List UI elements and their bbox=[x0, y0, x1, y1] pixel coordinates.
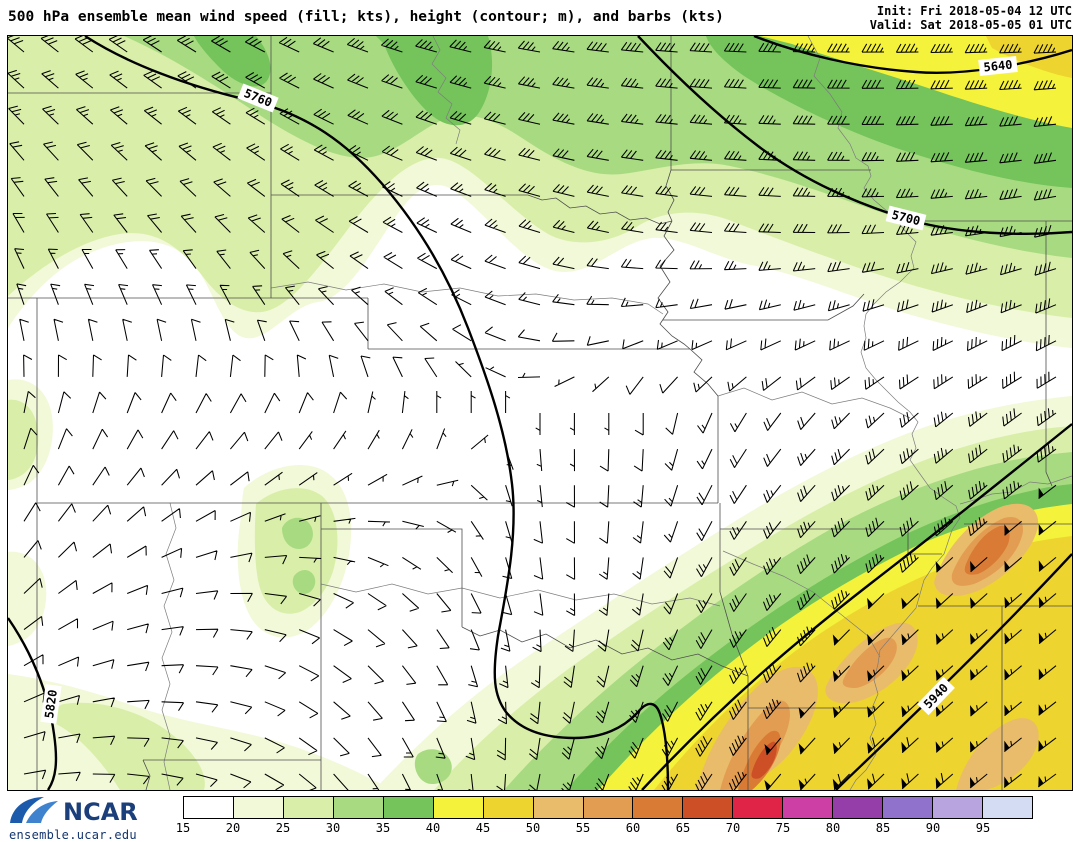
colorbar-segment bbox=[283, 797, 334, 818]
colorbar-segment bbox=[783, 797, 834, 818]
colorbar-tick-label: 55 bbox=[575, 821, 591, 835]
wind-barb-staffs bbox=[8, 36, 1057, 790]
colorbar-segment bbox=[333, 797, 384, 818]
colorbar-segment bbox=[583, 797, 634, 818]
contour-label-5700: 5700 bbox=[885, 205, 927, 231]
contour-label-5820: 5820 bbox=[40, 684, 62, 724]
colorbar-tick-label: 50 bbox=[525, 821, 541, 835]
contour-label-5640: 5640 bbox=[978, 56, 1018, 76]
ncar-logo-text: NCAR bbox=[63, 798, 138, 826]
map-frame: 5760 5700 5640 5820 5940 bbox=[7, 35, 1073, 791]
colorbar-segment bbox=[433, 797, 484, 818]
init-time-label: Init: Fri 2018-05-04 12 UTC bbox=[876, 4, 1072, 18]
colorbar-tick-label: 45 bbox=[475, 821, 491, 835]
colorbar-tick-label: 60 bbox=[625, 821, 641, 835]
colorbar-segment bbox=[833, 797, 884, 818]
ncar-logo: NCAR bbox=[10, 797, 138, 826]
colorbar-segment bbox=[184, 797, 234, 818]
contour-5880 bbox=[641, 423, 1072, 790]
colorbar-tick-label: 70 bbox=[725, 821, 741, 835]
colorbar-tick-label: 30 bbox=[325, 821, 341, 835]
colorbar-tick-labels: 15 20 25 30 35 40 45 50 55 60 65 70 75 80 85 90 95 bbox=[176, 821, 1043, 837]
colorbar-segment bbox=[483, 797, 534, 818]
footer-bar: NCAR ensemble.ucar.edu 15 20 25 30 35 40 45 50 5… bbox=[0, 792, 1080, 842]
colorbar-segment bbox=[633, 797, 684, 818]
colorbar-segment bbox=[533, 797, 584, 818]
colorbar bbox=[183, 796, 1033, 819]
weather-map-canvas: 5760 5700 5640 5820 5940 bbox=[8, 36, 1072, 790]
colorbar-segment bbox=[233, 797, 284, 818]
colorbar-tick-label: 65 bbox=[675, 821, 691, 835]
svg-text:5820: 5820 bbox=[42, 689, 60, 720]
colorbar-tick-label: 40 bbox=[425, 821, 441, 835]
colorbar-segment bbox=[383, 797, 434, 818]
colorbar-tick-label: 75 bbox=[775, 821, 791, 835]
svg-text:5700: 5700 bbox=[890, 208, 921, 229]
colorbar-segment bbox=[683, 797, 734, 818]
colorbar-segment bbox=[733, 797, 784, 818]
valid-time-label: Valid: Sat 2018-05-05 01 UTC bbox=[869, 18, 1072, 32]
contour-5700 bbox=[637, 36, 1072, 236]
colorbar-tick-label: 90 bbox=[925, 821, 941, 835]
state-borders bbox=[8, 36, 1072, 790]
colorbar-tick-label: 35 bbox=[375, 821, 391, 835]
colorbar-segment bbox=[983, 797, 1032, 818]
colorbar-tick-label: 20 bbox=[225, 821, 241, 835]
page-title: 500 hPa ensemble mean wind speed (fill; … bbox=[8, 9, 724, 25]
colorbar-segment bbox=[933, 797, 983, 818]
colorbar-tick-label: 15 bbox=[175, 821, 191, 835]
colorbar-tick-label: 85 bbox=[875, 821, 891, 835]
colorbar-tick-label: 80 bbox=[825, 821, 841, 835]
site-url: ensemble.ucar.edu bbox=[9, 828, 137, 842]
colorbar-tick-label: 25 bbox=[275, 821, 291, 835]
rivers bbox=[161, 36, 1072, 790]
wind-barbs-layer bbox=[8, 36, 1057, 790]
colorbar-segment bbox=[883, 797, 934, 818]
ncar-logo-swoosh-icon bbox=[10, 797, 44, 823]
svg-text:5640: 5640 bbox=[983, 58, 1013, 75]
colorbar-tick-label: 95 bbox=[975, 821, 991, 835]
ncar-logo-swoosh2-icon bbox=[26, 801, 58, 823]
title-bar: 500 hPa ensemble mean wind speed (fill; … bbox=[0, 0, 1080, 34]
run-times: Init: Fri 2018-05-04 12 UTC Valid: Sat 2… bbox=[870, 4, 1072, 32]
wind-barb-pennants bbox=[764, 487, 1045, 790]
